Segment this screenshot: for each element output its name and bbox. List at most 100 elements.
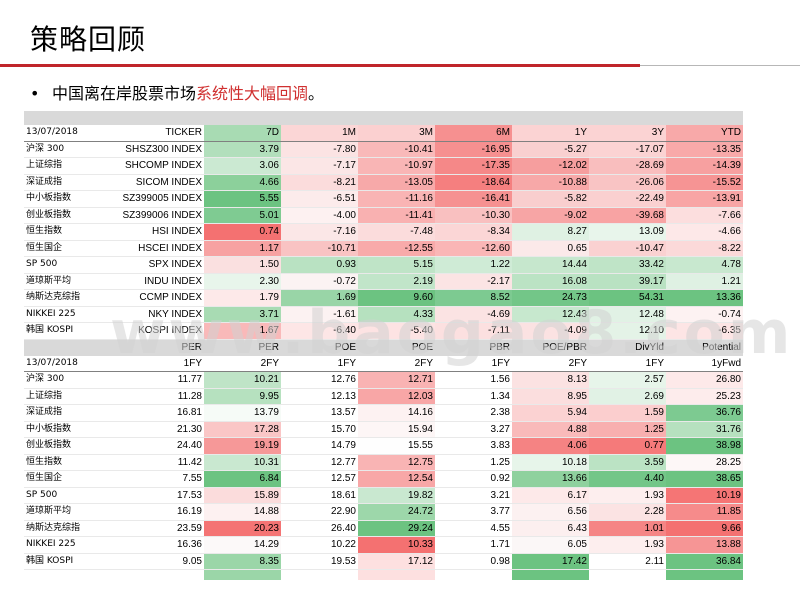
return-cell: 13.36 [666,289,743,307]
market-name: 沪深 300 [24,141,108,158]
return-cell: -7.80 [281,141,358,158]
table-row: 中小板指数 21.30 17.28 15.70 15.94 3.27 4.88 1.25 31.… [24,421,743,438]
return-cell: -8.22 [666,240,743,257]
valuation-cell: 7.55 [128,470,204,488]
header-cell: 1FY [589,355,666,372]
valuation-cell: 11.85 [666,503,743,521]
ticker: SZ399006 INDEX [108,207,204,224]
market-name: 韩国 KOSPI [24,553,128,570]
return-cell: -5.82 [512,190,589,208]
valuation-cell: 9.05 [128,553,204,570]
valuation-cell: 2.38 [435,404,512,422]
table-row: 韩国 KOSPI 9.05 8.35 19.53 17.12 0.98 17.42 2.11 3… [24,553,743,570]
return-cell: -6.35 [666,322,743,340]
return-cell: 0.74 [204,223,281,241]
return-cell: -7.48 [358,223,435,241]
return-cell: -9.02 [512,207,589,224]
return-cell: 4.33 [358,306,435,323]
return-cell: 3.79 [204,141,281,158]
market-name: 创业板指数 [24,207,108,224]
header-cell: 13/07/2018 [24,355,128,372]
valuation-cell: 0.77 [589,437,666,455]
table-top-bar [24,111,743,125]
valuation-cell: 3.83 [435,437,512,455]
title-divider [0,64,640,67]
valuation-cell: 17.53 [128,487,204,504]
header-cell: 3Y [589,125,666,142]
market-name: 上证综指 [24,157,108,175]
return-cell: -22.49 [589,190,666,208]
valuation-cell: 16.36 [128,536,204,554]
valuation-cell: 26.80 [666,371,743,389]
valuation-cell: 14.88 [204,503,281,521]
table-row: 深证成指 SICOM INDEX 4.66 -8.21 -13.05 -18.64 -10.… [24,174,743,191]
header-cell: 2FY [204,355,281,372]
valuation-cell: 1.71 [435,536,512,554]
table-row: 恒生国企 7.55 6.84 12.57 12.54 0.92 13.66 4.40 38.65 [24,470,743,488]
return-cell: -4.00 [281,207,358,224]
return-cell: -13.35 [666,141,743,158]
valuation-cell: 24.72 [358,503,435,521]
header-cell: POE [281,340,358,356]
return-cell: 24.73 [512,289,589,307]
header-cell: 2FY [358,355,435,372]
valuation-cell: 15.94 [358,421,435,438]
valuation-cell: 36.76 [666,404,743,422]
valuation-cell: 1.59 [589,404,666,422]
strip-cell [512,569,589,580]
valuation-cell: 13.66 [512,470,589,488]
return-cell: -10.97 [358,157,435,175]
return-cell: -6.40 [281,322,358,340]
valuation-cell: 2.11 [589,553,666,570]
valuation-cell: 2.28 [589,503,666,521]
return-cell: -7.17 [281,157,358,175]
return-cell: -18.64 [435,174,512,191]
market-name: 恒生国企 [24,240,108,257]
return-cell: -16.41 [435,190,512,208]
return-cell: 1.67 [204,322,281,340]
header-cell: 6M [435,125,512,142]
table-header-row: PER PER POE POE PBR POE/PBR DivYld Potential [24,340,743,356]
valuation-cell: 1.56 [435,371,512,389]
valuation-cell: 12.13 [281,388,358,405]
market-name: 纳斯达克综指 [24,520,128,537]
return-cell: 16.08 [512,273,589,290]
valuation-table: PER PER POE POE PBR POE/PBR DivYld Potential 13/… [24,340,743,580]
valuation-cell: 12.03 [358,388,435,405]
return-cell: -4.69 [435,306,512,323]
table-row: 恒生国企 HSCEI INDEX 1.17 -10.71 -12.55 -12.60 0.6… [24,240,743,257]
return-cell: -12.60 [435,240,512,257]
strip-cell [358,569,435,580]
table-footer-strip [24,569,743,580]
return-cell: -4.66 [666,223,743,241]
table-row: 上证综指 11.28 9.95 12.13 12.03 1.34 8.95 2.69 25.23 [24,388,743,405]
return-cell: -5.27 [512,141,589,158]
ticker: KOSPI INDEX [108,322,204,340]
return-cell: -4.09 [512,322,589,340]
return-cell: -10.30 [435,207,512,224]
valuation-cell: 11.28 [128,388,204,405]
valuation-cell: 11.77 [128,371,204,389]
bullet-dot: • [30,84,40,103]
bar-cell [589,111,666,125]
valuation-cell: 28.25 [666,454,743,471]
bullet-suffix: 。 [308,84,325,103]
valuation-cell: 0.98 [435,553,512,570]
valuation-cell: 1.93 [589,487,666,504]
valuation-cell: 12.75 [358,454,435,471]
valuation-cell: 2.57 [589,371,666,389]
return-cell: 2.19 [358,273,435,290]
ticker: HSCEI INDEX [108,240,204,257]
market-name: NIKKEI 225 [24,536,128,554]
return-cell: -0.72 [281,273,358,290]
valuation-cell: 14.16 [358,404,435,422]
valuation-cell: 12.54 [358,470,435,488]
valuation-cell: 1.93 [589,536,666,554]
market-name: 韩国 KOSPI [24,322,108,340]
ticker: HSI INDEX [108,223,204,241]
table-row: 纳斯达克综指 23.59 20.23 26.40 29.24 4.55 6.43 1.01 9.… [24,520,743,537]
header-cell: 3M [358,125,435,142]
bullet-point: • 中国离在岸股票市场系统性大幅回调。 [30,80,324,104]
valuation-cell: 1.25 [435,454,512,471]
return-cell: 5.01 [204,207,281,224]
